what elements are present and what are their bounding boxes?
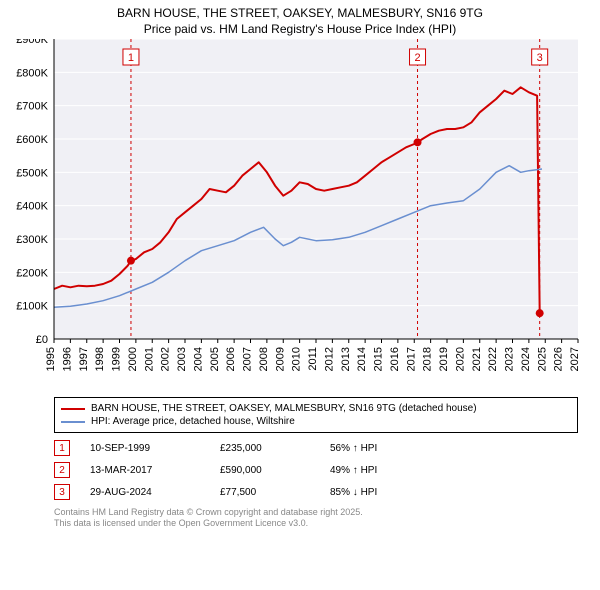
svg-text:2003: 2003 xyxy=(176,347,188,371)
title-line1: BARN HOUSE, THE STREET, OAKSEY, MALMESBU… xyxy=(10,6,590,22)
event-price: £235,000 xyxy=(220,443,330,454)
chart-svg: £0 £100K £200K £300K £400K £500K £600K £700K £80… xyxy=(0,39,600,391)
svg-text:2015: 2015 xyxy=(373,347,385,371)
legend-swatch xyxy=(61,408,85,410)
legend-item: BARN HOUSE, THE STREET, OAKSEY, MALMESBU… xyxy=(61,402,571,415)
event-number-badge: 2 xyxy=(54,462,70,478)
svg-text:£600K: £600K xyxy=(16,134,48,146)
svg-text:1995: 1995 xyxy=(45,347,57,371)
svg-text:£300K: £300K xyxy=(16,234,48,246)
event-date: 13-MAR-2017 xyxy=(90,465,220,476)
event-delta: 56% ↑ HPI xyxy=(330,443,377,454)
legend: BARN HOUSE, THE STREET, OAKSEY, MALMESBU… xyxy=(54,397,578,433)
event-number-badge: 3 xyxy=(54,484,70,500)
svg-text:2023: 2023 xyxy=(504,347,516,371)
svg-text:1998: 1998 xyxy=(94,347,106,371)
legend-label: BARN HOUSE, THE STREET, OAKSEY, MALMESBU… xyxy=(91,403,477,414)
svg-text:1997: 1997 xyxy=(78,347,90,371)
svg-text:£100K: £100K xyxy=(16,301,48,313)
svg-text:2020: 2020 xyxy=(454,347,466,371)
svg-text:2010: 2010 xyxy=(291,347,303,371)
footnote-line2: This data is licensed under the Open Gov… xyxy=(54,518,578,529)
svg-text:1999: 1999 xyxy=(111,347,123,371)
svg-text:2001: 2001 xyxy=(143,347,155,371)
svg-text:1996: 1996 xyxy=(61,347,73,371)
legend-item: HPI: Average price, detached house, Wilt… xyxy=(61,415,571,428)
svg-text:£500K: £500K xyxy=(16,168,48,180)
svg-text:2011: 2011 xyxy=(307,347,319,371)
svg-text:£800K: £800K xyxy=(16,68,48,80)
events-table: 1 10-SEP-1999£235,00056% ↑ HPI 2 13-MAR-201… xyxy=(54,437,578,503)
chart-title: BARN HOUSE, THE STREET, OAKSEY, MALMESBU… xyxy=(0,0,600,39)
svg-text:2: 2 xyxy=(414,52,420,64)
svg-text:2027: 2027 xyxy=(569,347,581,371)
svg-text:2000: 2000 xyxy=(127,347,139,371)
svg-text:2019: 2019 xyxy=(438,347,450,371)
title-line2: Price paid vs. HM Land Registry's House … xyxy=(10,22,590,38)
legend-label: HPI: Average price, detached house, Wilt… xyxy=(91,416,295,427)
svg-text:2012: 2012 xyxy=(323,347,335,371)
svg-text:2025: 2025 xyxy=(536,347,548,371)
svg-text:2017: 2017 xyxy=(405,347,417,371)
legend-swatch xyxy=(61,421,85,423)
svg-text:£0: £0 xyxy=(36,334,48,346)
svg-text:2014: 2014 xyxy=(356,347,368,371)
event-price: £77,500 xyxy=(220,487,330,498)
event-row: 2 13-MAR-2017£590,00049% ↑ HPI xyxy=(54,459,578,481)
event-date: 29-AUG-2024 xyxy=(90,487,220,498)
svg-text:2026: 2026 xyxy=(553,347,565,371)
event-delta: 49% ↑ HPI xyxy=(330,465,377,476)
footnote-line1: Contains HM Land Registry data © Crown c… xyxy=(54,507,578,518)
event-date: 10-SEP-1999 xyxy=(90,443,220,454)
svg-text:2007: 2007 xyxy=(242,347,254,371)
svg-text:£200K: £200K xyxy=(16,268,48,280)
svg-text:2009: 2009 xyxy=(274,347,286,371)
svg-text:£700K: £700K xyxy=(16,101,48,113)
svg-text:2004: 2004 xyxy=(192,347,204,371)
svg-text:2013: 2013 xyxy=(340,347,352,371)
svg-text:1: 1 xyxy=(128,52,134,64)
footnote: Contains HM Land Registry data © Crown c… xyxy=(54,507,578,530)
svg-text:2022: 2022 xyxy=(487,347,499,371)
chart-area: £0 £100K £200K £300K £400K £500K £600K £700K £80… xyxy=(0,39,600,391)
event-price: £590,000 xyxy=(220,465,330,476)
svg-text:2018: 2018 xyxy=(422,347,434,371)
svg-text:2002: 2002 xyxy=(160,347,172,371)
svg-text:2008: 2008 xyxy=(258,347,270,371)
svg-text:£900K: £900K xyxy=(16,39,48,46)
svg-text:3: 3 xyxy=(537,52,543,64)
svg-text:£400K: £400K xyxy=(16,201,48,213)
svg-text:2021: 2021 xyxy=(471,347,483,371)
event-delta: 85% ↓ HPI xyxy=(330,487,377,498)
event-row: 1 10-SEP-1999£235,00056% ↑ HPI xyxy=(54,437,578,459)
event-row: 3 29-AUG-2024£77,50085% ↓ HPI xyxy=(54,481,578,503)
svg-text:2016: 2016 xyxy=(389,347,401,371)
svg-text:2006: 2006 xyxy=(225,347,237,371)
svg-text:2005: 2005 xyxy=(209,347,221,371)
svg-text:2024: 2024 xyxy=(520,347,532,371)
event-number-badge: 1 xyxy=(54,440,70,456)
